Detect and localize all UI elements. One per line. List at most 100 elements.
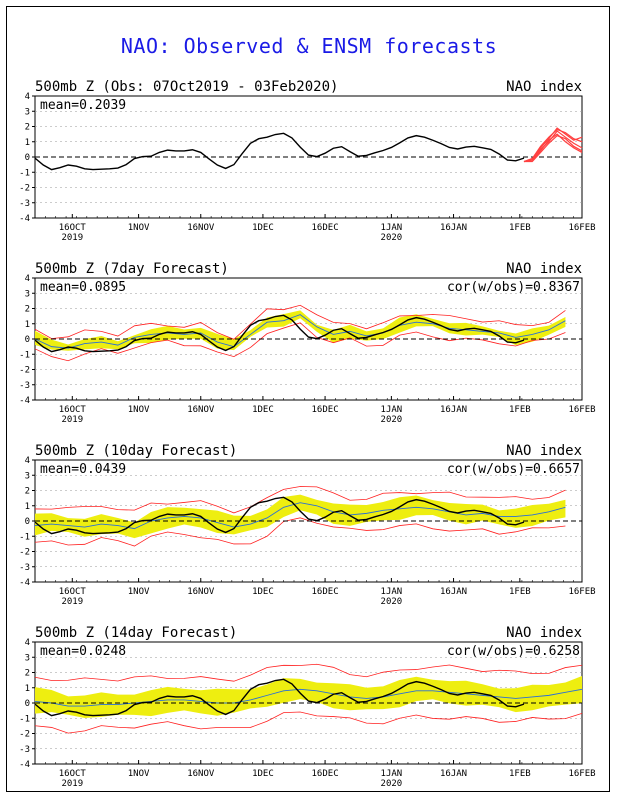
y-tick-label: 3 xyxy=(25,471,30,481)
x-tick-label: 1JAN xyxy=(381,223,403,233)
y-tick-label: 2 xyxy=(25,669,30,679)
x-tick-label: 1NOV xyxy=(128,769,150,779)
ensemble-upper-bound xyxy=(34,663,583,682)
x-tick-label: 16JAN xyxy=(440,405,467,415)
y-tick-label: 1 xyxy=(25,320,30,330)
observed-nao-line xyxy=(34,678,525,717)
y-tick-label: 2 xyxy=(25,487,30,497)
correlation-label: cor(w/obs)=0.6258 xyxy=(447,644,580,659)
y-tick-label: -4 xyxy=(19,214,30,224)
y-tick-label: -1 xyxy=(19,168,30,178)
y-tick-label: 3 xyxy=(25,107,30,117)
x-tick-label: 1FEB xyxy=(509,587,531,597)
ensemble-mean-line xyxy=(34,314,566,349)
y-tick-label: 4 xyxy=(25,274,30,284)
y-tick-label: 0 xyxy=(25,517,30,527)
correlation-label: cor(w/obs)=0.6657 xyxy=(447,462,580,477)
y-tick-label: -2 xyxy=(19,184,30,194)
ensemble-lower-bound xyxy=(34,517,566,547)
x-tick-label: 16DEC xyxy=(312,223,339,233)
mean-label: mean=0.0439 xyxy=(40,462,126,477)
x-tick-label: 16NOV xyxy=(187,587,215,597)
y-tick-label: 3 xyxy=(25,289,30,299)
ensemble-upper-bound xyxy=(34,486,566,514)
figure-title: NAO: Observed & ENSM forecasts xyxy=(120,34,498,58)
ensemble-spread-band xyxy=(35,676,582,719)
x-tick-label: 16DEC xyxy=(312,587,339,597)
x-tick-label: 1NOV xyxy=(128,223,150,233)
x-tick-year: 2019 xyxy=(61,779,83,789)
y-tick-label: 1 xyxy=(25,138,30,148)
panel-header-left: 500mb Z (Obs: 07Oct2019 - 03Feb2020) xyxy=(35,79,338,95)
x-tick-label: 1DEC xyxy=(252,405,274,415)
x-tick-label: 16OCT xyxy=(59,769,87,779)
y-tick-label: -4 xyxy=(19,578,30,588)
y-tick-label: 0 xyxy=(25,153,30,163)
x-tick-label: 16JAN xyxy=(440,587,467,597)
y-tick-label: -1 xyxy=(19,532,30,542)
y-tick-label: 0 xyxy=(25,699,30,709)
y-tick-label: -2 xyxy=(19,730,30,740)
x-tick-label: 1JAN xyxy=(381,405,403,415)
y-tick-label: -3 xyxy=(19,563,30,573)
x-tick-label: 16OCT xyxy=(59,223,87,233)
mean-label: mean=0.2039 xyxy=(40,98,126,113)
panel-header-right: NAO index xyxy=(506,261,582,277)
x-tick-year: 2019 xyxy=(61,415,83,425)
x-tick-label: 16FEB xyxy=(568,405,595,415)
ensemble-mean-line xyxy=(34,502,566,530)
panel-header-left: 500mb Z (7day Forecast) xyxy=(35,261,229,277)
y-tick-label: 3 xyxy=(25,653,30,663)
ensemble-lower-bound xyxy=(34,711,583,734)
x-tick-year: 2019 xyxy=(61,233,83,243)
y-tick-label: 4 xyxy=(25,92,30,102)
x-tick-label: 1JAN xyxy=(381,587,403,597)
x-tick-label: 1FEB xyxy=(509,769,531,779)
x-tick-label: 16DEC xyxy=(312,769,339,779)
observed-nao-line xyxy=(34,496,525,535)
observed-nao-line xyxy=(34,132,525,171)
mean-label: mean=0.0895 xyxy=(40,280,126,295)
y-tick-label: 4 xyxy=(25,638,30,648)
panel-header-right: NAO index xyxy=(506,79,582,95)
y-tick-label: 0 xyxy=(25,335,30,345)
x-tick-label: 1FEB xyxy=(509,405,531,415)
x-tick-label: 16OCT xyxy=(59,405,87,415)
x-tick-label: 1NOV xyxy=(128,587,150,597)
x-tick-label: 16NOV xyxy=(187,769,215,779)
panel-header-left: 500mb Z (10day Forecast) xyxy=(35,443,237,459)
x-tick-year: 2020 xyxy=(381,779,403,789)
x-tick-year: 2020 xyxy=(381,233,403,243)
y-tick-label: 1 xyxy=(25,684,30,694)
y-tick-label: -4 xyxy=(19,396,30,406)
y-tick-label: 1 xyxy=(25,502,30,512)
x-tick-label: 16JAN xyxy=(440,769,467,779)
chart-panel-forecast_10day: 500mb Z (10day Forecast) NAO index 4 3 2 1 0 -1… xyxy=(19,443,595,607)
mean-label: mean=0.0248 xyxy=(40,644,126,659)
panel-header-left: 500mb Z (14day Forecast) xyxy=(35,625,237,641)
chart-panel-forecast_7day: 500mb Z (7day Forecast) NAO index 4 3 2 1 0 -1 -… xyxy=(19,261,595,425)
y-tick-label: 4 xyxy=(25,456,30,466)
x-tick-label: 1FEB xyxy=(509,223,531,233)
y-tick-label: -4 xyxy=(19,760,30,770)
x-tick-label: 16JAN xyxy=(440,223,467,233)
panel-header-right: NAO index xyxy=(506,625,582,641)
ensemble-spread-band xyxy=(35,494,566,539)
forecast-member-line xyxy=(523,133,583,163)
x-tick-year: 2020 xyxy=(381,597,403,607)
y-tick-label: 2 xyxy=(25,305,30,315)
chart-panel-observed: 500mb Z (Obs: 07Oct2019 - 03Feb2020) NAO … xyxy=(19,79,595,243)
correlation-label: cor(w/obs)=0.8367 xyxy=(447,280,580,295)
y-tick-label: -1 xyxy=(19,350,30,360)
x-tick-year: 2020 xyxy=(381,415,403,425)
x-tick-label: 16OCT xyxy=(59,587,87,597)
x-tick-label: 1DEC xyxy=(252,769,274,779)
x-tick-label: 1NOV xyxy=(128,405,150,415)
x-tick-label: 16FEB xyxy=(568,223,595,233)
y-tick-label: -2 xyxy=(19,548,30,558)
chart-panel-forecast_14day: 500mb Z (14day Forecast) NAO index 4 3 2 1 0 -1… xyxy=(19,625,595,789)
x-tick-label: 1DEC xyxy=(252,223,274,233)
x-tick-label: 1JAN xyxy=(381,769,403,779)
x-tick-label: 16DEC xyxy=(312,405,339,415)
